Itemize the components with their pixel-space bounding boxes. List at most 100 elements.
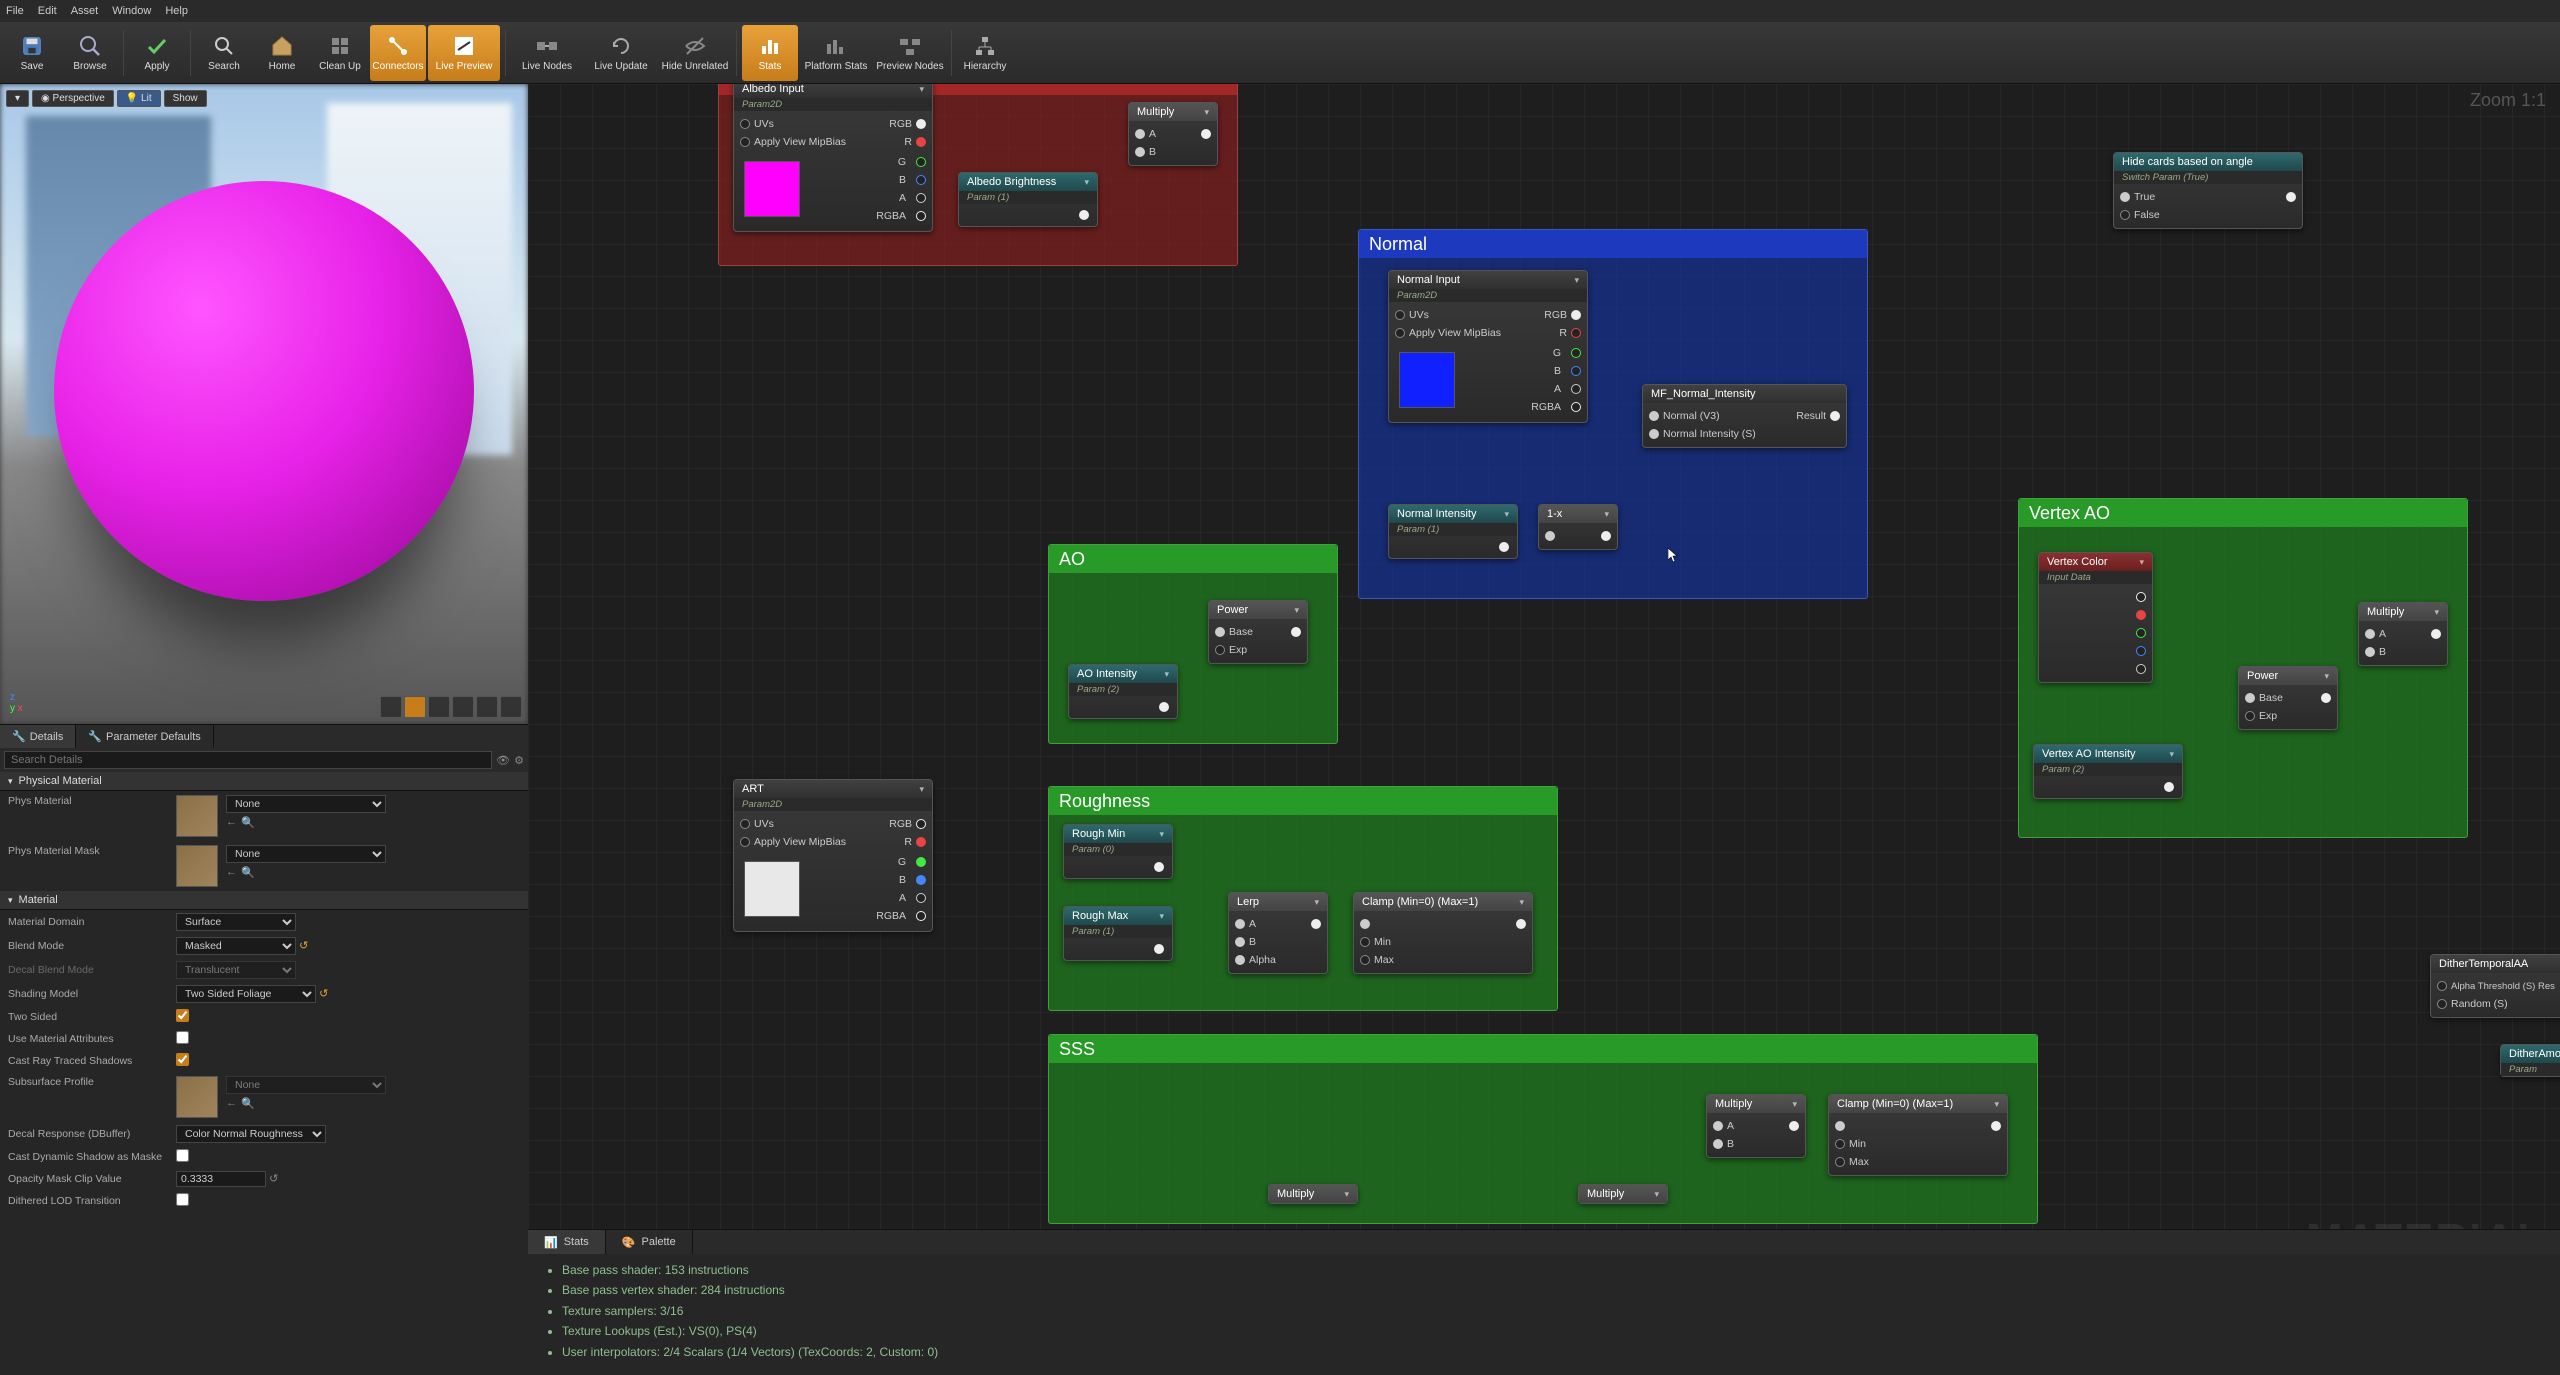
cast-dyn-shadow-checkbox[interactable] [176, 1149, 189, 1162]
prop-phys-material-mask: Phys Material Mask None ←🔍 [0, 841, 528, 891]
use-asset-icon[interactable]: ← [226, 816, 237, 829]
shape-mesh-icon[interactable] [476, 696, 498, 718]
browse-button[interactable]: Browse [62, 25, 118, 81]
node-rough-max[interactable]: Rough Max▾ Param (1) [1063, 906, 1173, 961]
search-button[interactable]: Search [196, 25, 252, 81]
opacity-clip-input[interactable] [176, 1171, 266, 1187]
node-vertex-ao-intensity[interactable]: Vertex AO Intensity▾ Param (2) [2033, 744, 2183, 799]
decal-response-select[interactable]: Color Normal Roughness [176, 1125, 326, 1143]
node-one-minus[interactable]: 1-x▾ [1538, 504, 1618, 550]
stats-output: Base pass shader: 153 instructions Base … [528, 1254, 2560, 1368]
menu-asset[interactable]: Asset [71, 5, 99, 17]
material-domain-select[interactable]: Surface [176, 913, 296, 931]
node-multiply-sss3[interactable]: Multiply▾ A B [1706, 1094, 1806, 1158]
category-physical-material[interactable]: Physical Material [0, 772, 528, 791]
show-dropdown[interactable]: Show [164, 90, 207, 107]
menu-help[interactable]: Help [165, 5, 188, 17]
left-panel: ▾ ◉ Perspective 💡 Lit Show zy x 🔧Details… [0, 84, 528, 1375]
node-albedo-brightness[interactable]: Albedo Brightness▾ Param (1) [958, 172, 1098, 227]
node-hide-cards[interactable]: Hide cards based on angle Switch Param (… [2113, 152, 2303, 229]
blend-mode-select[interactable]: Masked [176, 937, 296, 955]
category-material[interactable]: Material [0, 891, 528, 910]
tab-stats[interactable]: 📊 Stats [528, 1230, 606, 1254]
shape-cylinder-icon[interactable] [380, 696, 402, 718]
node-multiply-vertexao[interactable]: Multiply▾ A B [2358, 602, 2448, 666]
cast-rt-shadows-checkbox[interactable] [176, 1053, 189, 1066]
node-multiply-sss2[interactable]: Multiply▾ [1578, 1184, 1668, 1204]
shape-sphere-icon[interactable] [404, 696, 426, 718]
node-multiply-top[interactable]: Multiply▾ A B [1128, 102, 1218, 166]
livenodes-button[interactable]: Live Nodes [511, 25, 583, 81]
apply-button[interactable]: Apply [129, 25, 185, 81]
tab-parameter-defaults[interactable]: 🔧Parameter Defaults [76, 725, 213, 748]
connectors-button[interactable]: Connectors [370, 25, 426, 81]
node-power-vertexao[interactable]: Power▾ Base Exp [2238, 666, 2338, 730]
previewnodes-icon [897, 33, 923, 59]
hideunrelated-button[interactable]: Hide Unrelated [659, 25, 731, 81]
node-dither-param[interactable]: DitherAmo Param [2500, 1044, 2560, 1077]
perspective-dropdown[interactable]: ◉ Perspective [32, 90, 114, 107]
phys-material-mask-thumbnail[interactable] [176, 845, 218, 887]
livenodes-icon [534, 33, 560, 59]
search-settings-icon[interactable]: ⚙ [514, 754, 524, 767]
lit-dropdown[interactable]: 💡 Lit [117, 90, 161, 107]
details-search-input[interactable] [4, 751, 492, 769]
stats-button[interactable]: Stats [742, 25, 798, 81]
subsurface-thumbnail[interactable] [176, 1076, 218, 1118]
node-ao-intensity[interactable]: AO Intensity▾ Param (2) [1068, 664, 1178, 719]
save-button[interactable]: Save [4, 25, 60, 81]
material-graph[interactable]: Zoom 1:1 MATERIAL [528, 84, 2560, 1375]
platformstats-button[interactable]: Platform Stats [800, 25, 872, 81]
node-art[interactable]: ART▾ Param2D UVsRGB Apply View MipBiasR … [733, 779, 933, 932]
node-rough-min[interactable]: Rough Min▾ Param (0) [1063, 824, 1173, 879]
node-clamp-sss[interactable]: Clamp (Min=0) (Max=1)▾ Min Max [1828, 1094, 2008, 1176]
comment-roughness-title: Roughness [1049, 787, 1557, 815]
dither-lod-checkbox[interactable] [176, 1193, 189, 1206]
preview-viewport[interactable]: ▾ ◉ Perspective 💡 Lit Show zy x [0, 84, 528, 724]
node-vertex-color[interactable]: Vertex Color▾ Input Data [2038, 552, 2153, 683]
tab-palette[interactable]: 🎨 Palette [606, 1230, 693, 1254]
comment-vertexao-title: Vertex AO [2019, 499, 2467, 527]
bottom-panel: 📊 Stats 🎨 Palette Base pass shader: 153 … [528, 1229, 2560, 1375]
search-filter-icon[interactable]: 👁 [496, 754, 510, 767]
shape-plane-icon[interactable] [428, 696, 450, 718]
tab-details[interactable]: 🔧Details [0, 725, 76, 748]
liveupdate-button[interactable]: Live Update [585, 25, 657, 81]
node-lerp[interactable]: Lerp▾ A B Alpha [1228, 892, 1328, 974]
node-normal-input[interactable]: Normal Input▾ Param2D UVsRGB Apply View … [1388, 270, 1588, 423]
two-sided-checkbox[interactable] [176, 1009, 189, 1022]
node-dither-temporal-aa[interactable]: DitherTemporalAA Alpha Threshold (S) Res… [2430, 954, 2560, 1018]
art-swatch [744, 861, 800, 917]
menu-window[interactable]: Window [112, 5, 151, 17]
node-power-ao[interactable]: Power▾ Base Exp [1208, 600, 1308, 664]
node-multiply-sss1[interactable]: Multiply▾ [1268, 1184, 1358, 1204]
livepreview-button[interactable]: Live Preview [428, 25, 500, 81]
livepreview-icon [451, 33, 477, 59]
browse-asset-icon[interactable]: 🔍 [241, 816, 255, 829]
prop-phys-material: Phys Material None ←🔍 [0, 791, 528, 841]
node-clamp-roughness[interactable]: Clamp (Min=0) (Max=1)▾ Min Max [1353, 892, 1533, 974]
menu-edit[interactable]: Edit [38, 5, 57, 17]
hideunrelated-icon [682, 33, 708, 59]
phys-material-select[interactable]: None [226, 795, 386, 813]
node-albedo-input[interactable]: Albedo Input▾ Param2D UVsRGB Apply View … [733, 84, 933, 232]
home-button[interactable]: Home [254, 25, 310, 81]
node-normal-intensity-param[interactable]: Normal Intensity▾ Param (1) [1388, 504, 1518, 559]
normal-swatch [1399, 352, 1455, 408]
hierarchy-button[interactable]: Hierarchy [957, 25, 1013, 81]
stats-icon [757, 33, 783, 59]
viewport-menu-dropdown[interactable]: ▾ [6, 90, 29, 107]
phys-material-thumbnail[interactable] [176, 795, 218, 837]
previewnodes-button[interactable]: Preview Nodes [874, 25, 946, 81]
node-mf-normal-intensity[interactable]: MF_Normal_Intensity Normal (V3)Result No… [1642, 384, 1847, 448]
shape-cube-icon[interactable] [452, 696, 474, 718]
viewport-grid-icon[interactable] [500, 696, 522, 718]
shading-model-select[interactable]: Two Sided Foliage [176, 985, 316, 1003]
main-area: ▾ ◉ Perspective 💡 Lit Show zy x 🔧Details… [0, 84, 2560, 1375]
phys-material-mask-select[interactable]: None [226, 845, 386, 863]
cleanup-button[interactable]: Clean Up [312, 25, 368, 81]
menu-file[interactable]: File [6, 5, 24, 17]
menu-bar: File Edit Asset Window Help [0, 0, 2560, 22]
apply-icon [144, 33, 170, 59]
use-mat-attr-checkbox[interactable] [176, 1031, 189, 1044]
